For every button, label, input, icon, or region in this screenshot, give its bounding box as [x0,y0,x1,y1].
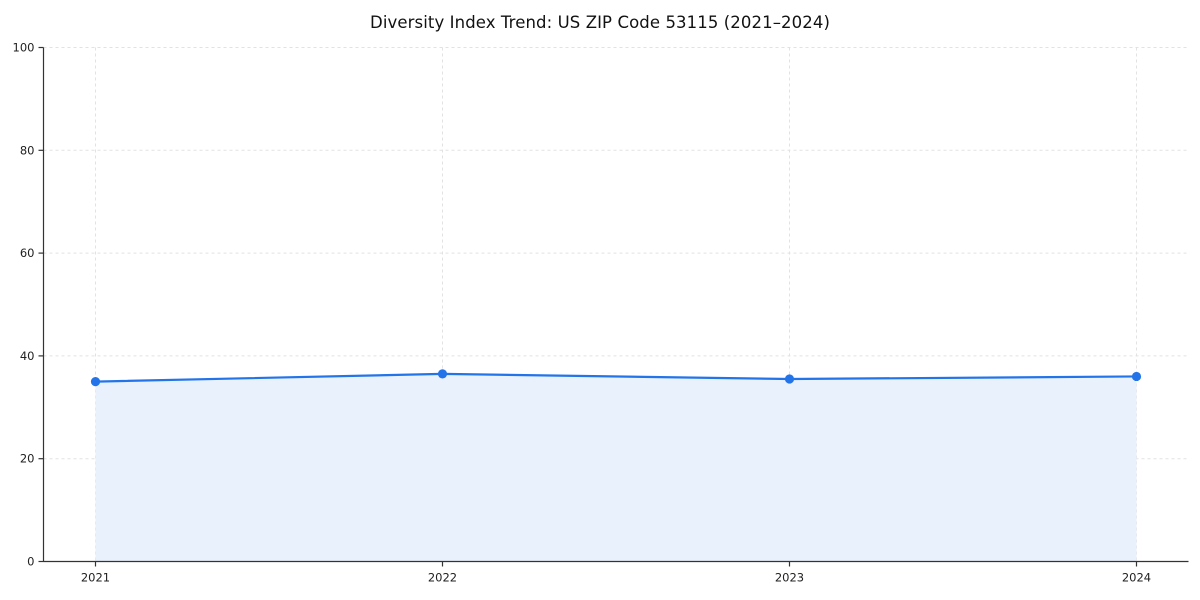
x-tick-label: 2021 [81,571,110,585]
data-point-marker [437,369,448,379]
y-tick-label: 20 [20,452,35,466]
y-tick-label: 100 [13,41,35,55]
series-line [94,372,1138,383]
x-tick-label: 2024 [1122,571,1151,585]
data-point-marker [90,377,101,387]
data-point-marker [784,374,795,384]
y-tick-label: 60 [20,246,35,260]
series-area-fill [95,373,1137,562]
x-tick-label: 2023 [775,571,804,585]
y-tick-label: 40 [20,349,35,363]
y-tick-label: 80 [20,143,35,157]
y-tick-label: 0 [27,555,34,569]
chart-title: Diversity Index Trend: US ZIP Code 53115… [370,13,830,32]
data-point-marker [1131,371,1142,382]
x-tick-label: 2022 [428,571,457,585]
